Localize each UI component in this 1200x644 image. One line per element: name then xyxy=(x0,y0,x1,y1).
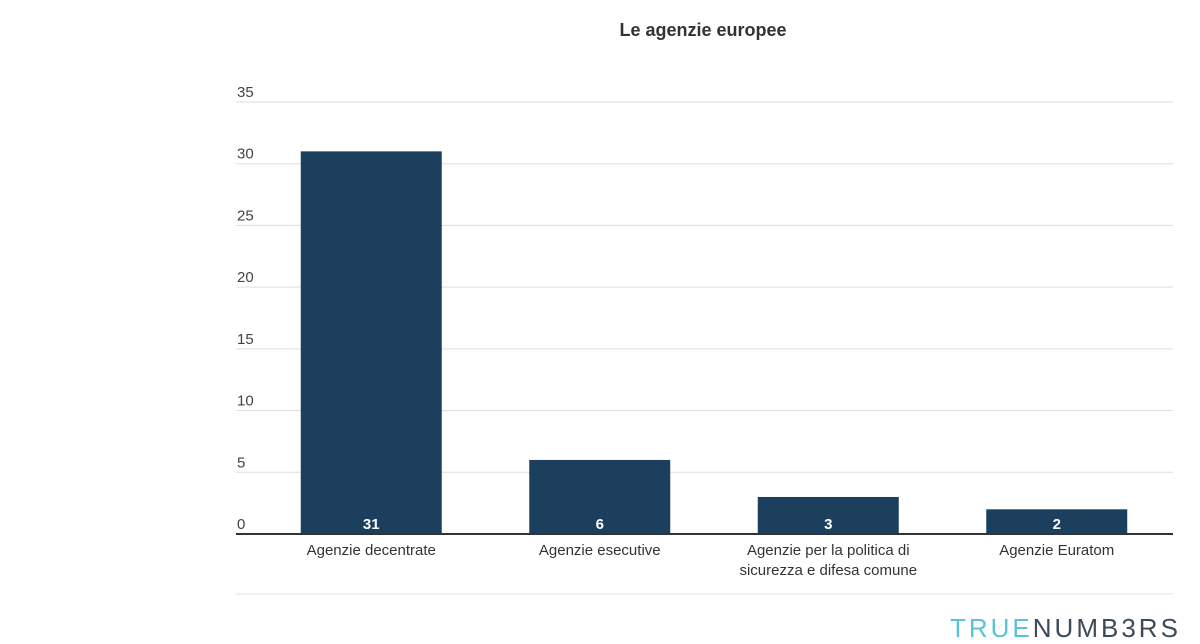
y-tick-label: 25 xyxy=(237,207,254,224)
y-axis-ticks: 0 5 10 15 20 25 30 35 xyxy=(237,84,254,533)
data-label: 2 xyxy=(1053,516,1061,533)
bar xyxy=(986,509,1128,534)
truenumbers-logo: TRUENUMB3RS xyxy=(950,612,1181,644)
y-tick-label: 20 xyxy=(237,269,254,286)
bars xyxy=(300,151,1128,534)
logo-part-numbers: NUMB3RS xyxy=(1032,613,1181,643)
data-label: 6 xyxy=(596,516,604,533)
y-tick-label: 10 xyxy=(237,393,254,410)
x-axis-ticks: Agenzie decentrate Agenzie esecutive Agenz… xyxy=(307,542,1115,579)
y-tick-label: 35 xyxy=(237,84,254,101)
data-label: 31 xyxy=(363,516,380,533)
y-tick-label: 15 xyxy=(237,331,254,348)
bar xyxy=(529,459,671,534)
bar xyxy=(300,151,442,534)
logo-part-true: TRUE xyxy=(950,613,1033,643)
x-tick-label: Agenzie per la politica di xyxy=(747,542,910,559)
y-tick-label: 0 xyxy=(237,516,245,533)
chart-title: Le agenzie europee xyxy=(619,20,786,40)
data-label: 3 xyxy=(824,516,832,533)
bar xyxy=(757,496,899,534)
y-tick-label: 30 xyxy=(237,146,254,163)
x-tick-label: sicurezza e difesa comune xyxy=(739,562,917,579)
x-tick-label: Agenzie Euratom xyxy=(999,542,1114,559)
y-tick-label: 5 xyxy=(237,454,245,471)
data-labels: 31 6 3 2 xyxy=(363,516,1061,533)
x-tick-label: Agenzie esecutive xyxy=(539,542,661,559)
x-tick-label: Agenzie decentrate xyxy=(307,542,436,559)
